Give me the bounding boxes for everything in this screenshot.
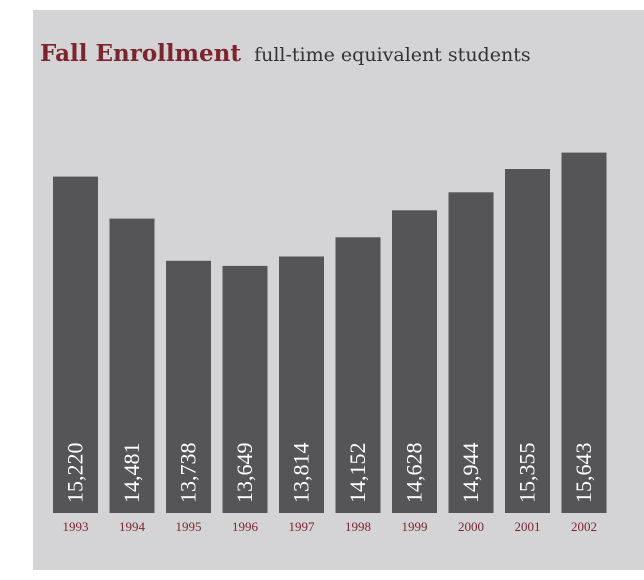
bar-value-label-2000: 14,944 xyxy=(458,443,483,504)
bar-value-label-1993: 15,220 xyxy=(63,443,88,504)
x-tick-label-1997: 1997 xyxy=(289,519,316,534)
bar-1999 xyxy=(392,210,437,514)
bar-2000 xyxy=(448,192,494,514)
bar-value-label-2002: 15,643 xyxy=(571,443,596,504)
chart-title: Fall Enrollment xyxy=(40,40,241,67)
bar-1993 xyxy=(53,176,98,513)
bar-1997 xyxy=(279,256,324,513)
bar-2002 xyxy=(561,152,607,513)
value-labels-group: 15,220 14,481 13,738 13,649 13,814 14,152 14,6… xyxy=(63,443,597,504)
bar-1996 xyxy=(222,265,268,513)
bar-1994 xyxy=(109,218,155,513)
bar-value-label-1998: 14,152 xyxy=(345,443,370,504)
bar-value-label-1995: 13,738 xyxy=(176,443,201,504)
x-tick-labels-group: 1993 1994 1995 1996 1997 1998 1999 2000 2001 2002 xyxy=(63,519,598,534)
bar-value-label-1997: 13,814 xyxy=(289,443,314,504)
bar-value-label-1994: 14,481 xyxy=(119,443,144,504)
bar-value-label-1996: 13,649 xyxy=(232,443,257,504)
bars-group xyxy=(53,152,607,514)
chart-title-block: Fall Enrollment full-time equivalent stu… xyxy=(40,40,531,67)
chart-subtitle: full-time equivalent students xyxy=(254,44,531,66)
x-tick-label-2002: 2002 xyxy=(571,519,597,534)
x-tick-label-1996: 1996 xyxy=(232,519,259,534)
bar-value-label-2001: 15,355 xyxy=(515,443,540,504)
x-tick-label-1993: 1993 xyxy=(63,519,89,534)
x-tick-label-1994: 1994 xyxy=(119,519,146,534)
bar-1998 xyxy=(335,237,381,514)
x-tick-label-1998: 1998 xyxy=(345,519,371,534)
bar-value-label-1999: 14,628 xyxy=(402,443,427,504)
x-tick-label-2000: 2000 xyxy=(458,519,484,534)
bar-2001 xyxy=(505,169,550,513)
x-tick-label-1999: 1999 xyxy=(402,519,428,534)
bar-1995 xyxy=(166,260,211,513)
x-tick-label-1995: 1995 xyxy=(176,519,202,534)
x-tick-label-2001: 2001 xyxy=(515,519,541,534)
